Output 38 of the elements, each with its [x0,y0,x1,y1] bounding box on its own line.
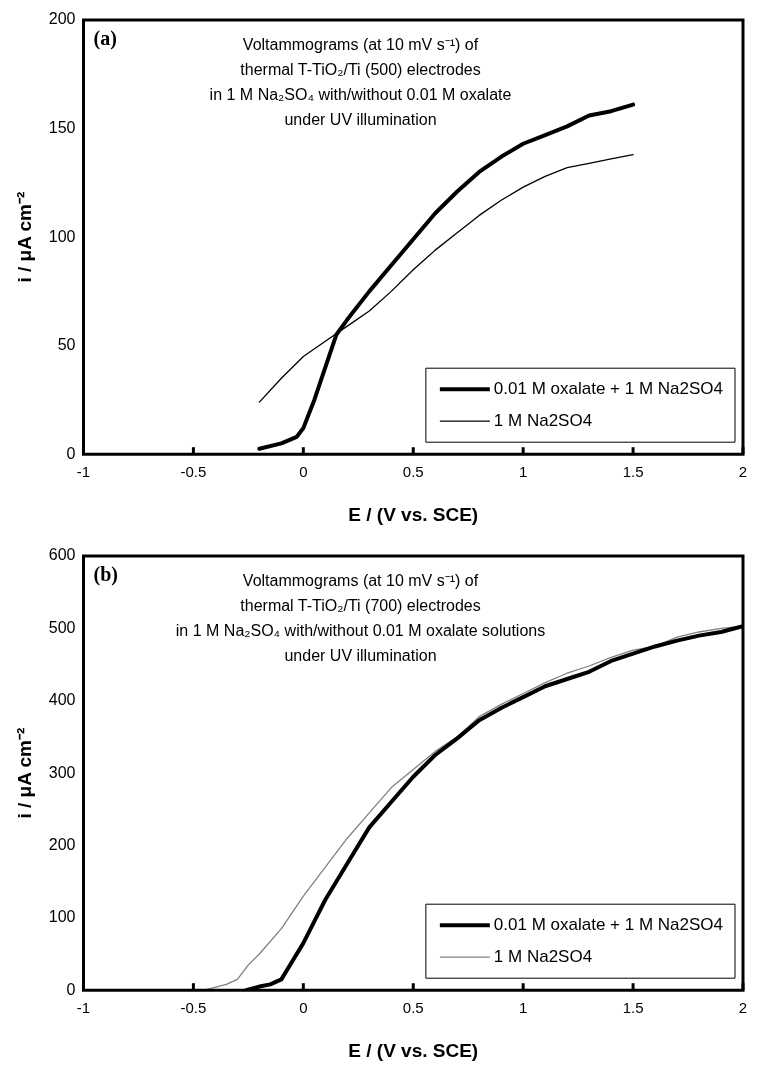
x-tick-label: 0.5 [402,463,424,481]
y-tick-label: 600 [48,546,76,564]
legend-label: 0.01 M oxalate + 1 M Na2SO4 [493,914,723,934]
y-tick-label: 100 [48,908,76,926]
y-tick-label: 100 [48,227,76,245]
y-tick-label: 300 [48,763,76,781]
annotation: (a) [93,27,117,51]
y-tick-label: 0 [66,980,76,998]
x-tick-label: -1 [76,999,91,1017]
y-tick-label: 150 [48,118,76,136]
x-tick-label: 1 [518,999,528,1017]
x-tick-label: 0 [299,463,308,481]
x-tick-label: 2 [738,999,748,1017]
y-tick-label: 0 [66,444,76,462]
legend-label: 1 M Na2SO4 [493,946,593,966]
y-axis-title: i / μA cm⁻² [13,727,35,819]
x-tick-label: 2 [738,463,748,481]
y-tick-label: 500 [48,618,76,636]
x-tick-label: 1.5 [622,999,644,1017]
y-tick-label: 200 [48,10,76,28]
legend-label: 0.01 M oxalate + 1 M Na2SO4 [493,378,723,398]
x-tick-label: 0 [299,999,308,1017]
x-tick-label: -0.5 [180,463,207,481]
text: Voltammograms (at 10 mV s⁻¹) of thermal T-TiO₂/Ti (500) electrodes in 1 M Na₂SO₄ with/without 0.01 M oxalate under UV illumination [209,36,512,129]
legend-label: 1 M Na2SO4 [493,410,593,430]
y-tick-label: 200 [48,835,76,853]
y-axis-title: i / μA cm⁻² [13,191,35,283]
y-tick-label: 50 [57,336,76,354]
annotation: (b) [93,563,118,587]
x-tick-label: -0.5 [180,999,207,1017]
text: Voltammograms (at 10 mV s⁻¹) of thermal T-TiO₂/Ti (700) electrodes in 1 M Na₂SO₄ with/without 0.01 M oxalate solutions under UV illumination [175,572,546,665]
x-axis-title: E / (V vs. SCE) [348,503,479,525]
y-tick-label: 400 [48,691,76,709]
x-tick-label: 1.5 [622,463,644,481]
x-axis-title: E / (V vs. SCE) [348,1039,479,1061]
x-tick-label: 0.5 [402,999,424,1017]
x-tick-label: 1 [518,463,528,481]
x-tick-label: -1 [76,463,91,481]
